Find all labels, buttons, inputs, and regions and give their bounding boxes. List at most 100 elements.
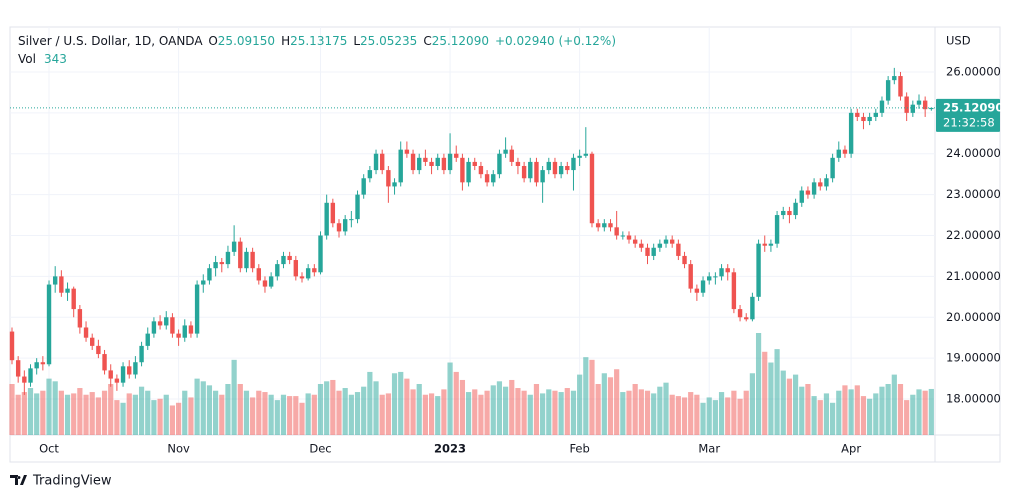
volume-bar [904,400,910,435]
volume-bar [897,384,904,435]
candle-body [879,100,885,113]
volume-bar [552,390,558,435]
candle-body [571,157,576,171]
volume-bar [712,400,718,435]
candle-body [256,268,261,281]
volume-bar [435,396,441,435]
volume-bar [663,382,669,435]
candle-body [719,268,724,277]
volume-bar [860,396,867,435]
candle-body [805,190,811,195]
volume-bar [108,384,114,435]
volume-bar [9,384,15,435]
x-tick-label: 2023 [434,442,466,456]
volume-bar [669,394,675,435]
candle-body [268,276,274,287]
candle-body [176,333,181,338]
candle-body [262,280,268,287]
volume-bar [614,369,620,435]
candle-body [929,107,934,110]
volume-bar [89,392,95,435]
candle-body [404,149,410,154]
volume-bar [515,388,521,435]
volume-bar [694,394,700,435]
low: 25.05235 [360,34,417,48]
volume-bar [823,393,830,435]
volume-bar [595,384,601,435]
volume-bar [848,389,854,435]
candle-body [503,149,508,154]
volume-bar [200,381,206,435]
candle-body [731,272,737,310]
candle-body [386,170,391,187]
volume-bar [188,397,194,435]
candle-body [793,202,798,216]
volume-bar [175,402,182,435]
y-tick-label: 24.00000 [946,146,1001,160]
candle-body [713,276,718,278]
candle-body [546,161,551,171]
volume-bar [737,398,743,435]
volume-bar [651,393,657,435]
price-tag-value: 25.12090 [943,100,1003,114]
candle-body [336,223,342,232]
candle-body [194,284,200,334]
h-label: H [281,34,290,48]
candle-body [608,223,613,228]
volume-bar [503,386,509,435]
volume-bar [564,388,570,435]
candle-body [916,100,922,105]
volume-bar [410,389,416,435]
candle-body [299,276,305,279]
volume-bar [305,393,311,435]
change: +0.02940 (+0.12%) [495,34,616,48]
candle-body [231,241,237,252]
candle-body [781,210,786,216]
volume-bar [287,396,293,435]
candle-body [595,223,601,228]
candle-body [52,276,58,285]
candle-body [768,243,774,246]
candle-body [77,309,83,328]
volume-bar [854,385,860,435]
volume-bar [330,379,336,435]
volume-bar [250,397,256,435]
volume-bar [58,390,64,435]
volume-bar [799,386,805,435]
candle-body [398,149,403,183]
y-tick-label: 18.00000 [946,392,1001,406]
candle-body [904,96,909,113]
y-tick-label: 22.00000 [946,228,1001,242]
volume-bar [83,394,89,435]
volume-bar [169,405,176,435]
volume-bar [842,385,848,435]
volume-bar [509,379,515,435]
volume-bar [496,381,503,435]
volume-bar [317,384,324,435]
candle-body [182,325,187,338]
candle-body [188,325,194,334]
candle-body [238,241,243,269]
candle-body [380,153,385,171]
volume-bar [95,397,101,435]
volume-bar [743,390,749,435]
volume-bar [811,396,817,435]
volume-bar [867,398,873,435]
volume-bar [367,371,373,435]
volume-bar [398,371,404,435]
candle-body [435,157,440,166]
volume-bar [268,394,274,435]
volume-bar [459,379,466,435]
volume-bar [256,390,262,435]
volume-bar [577,374,583,435]
candle-body [361,178,366,195]
volume-bar [77,388,83,435]
volume-bar [145,390,151,435]
candle-body [651,247,656,256]
candle-body [355,194,360,220]
candle-body [275,264,280,277]
grid [10,27,935,435]
candle-body [219,262,224,265]
candle-body [145,333,150,346]
candle-body [799,190,804,203]
